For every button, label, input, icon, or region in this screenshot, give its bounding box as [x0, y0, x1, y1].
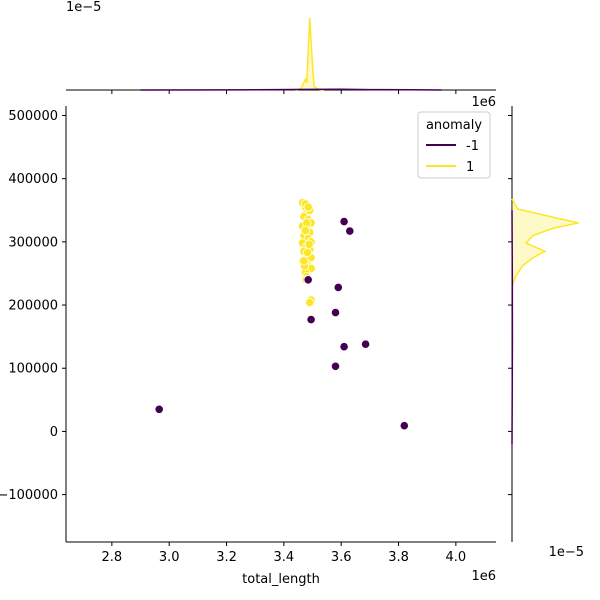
- y-tick-label: 300000: [8, 235, 58, 250]
- x-tick-label: 2.8: [102, 550, 123, 565]
- top-marginal-fill-1: [295, 18, 324, 90]
- x-tick-label: 3.6: [331, 550, 352, 565]
- scatter-point-anomaly: [399, 421, 409, 431]
- top-marginal-curve-1: [295, 17, 325, 91]
- scatter-point-normal: [305, 297, 315, 308]
- x-tick-label: 4.0: [446, 550, 467, 565]
- scatter-point-anomaly: [330, 361, 341, 371]
- right-marginal-fill-1: [512, 198, 579, 287]
- y-tick-label: 100000: [8, 362, 58, 377]
- scatter-point-anomaly: [345, 226, 355, 236]
- top-marginal-axes: [66, 17, 496, 94]
- x-tick-label: 3.8: [388, 550, 409, 565]
- top-marginal-offset-label: 1e−5: [66, 0, 101, 15]
- scatter-points: [154, 198, 409, 431]
- x-tick-label: 3.0: [159, 550, 180, 565]
- scatter-point-anomaly: [339, 342, 349, 352]
- scatter-point-normal: [304, 239, 314, 249]
- top-marginal-curve--1: [140, 88, 442, 91]
- x-axis-label: total_length: [242, 572, 320, 587]
- y-tick-label: 200000: [8, 299, 58, 314]
- scatter-point-normal: [299, 256, 309, 266]
- scatter-point-anomaly: [339, 217, 349, 227]
- legend-title: anomaly: [426, 118, 482, 133]
- x-offset-label: 1e6: [471, 569, 496, 584]
- right-marginal-axes: [508, 106, 579, 542]
- x-tick-label: 3.2: [216, 550, 237, 565]
- y-ticks: −100000 0 100000 200000 300000 400000 500000: [0, 109, 66, 503]
- scatter-point-anomaly: [303, 275, 313, 285]
- y-offset-label: 1e6: [471, 95, 496, 110]
- scatter-point-anomaly: [330, 307, 341, 318]
- scatter-point-anomaly: [306, 314, 316, 325]
- top-marginal-curves: [140, 17, 442, 91]
- legend: anomaly -1 1: [417, 111, 491, 179]
- y-tick-label: 500000: [8, 109, 58, 124]
- legend-label-neg1: -1: [466, 139, 479, 154]
- x-tick-label: 3.4: [274, 550, 295, 565]
- right-marginal-curves: [511, 198, 579, 445]
- scatter-point-anomaly: [360, 339, 371, 349]
- scatter-point-anomaly: [154, 404, 164, 414]
- scatter-point-anomaly: [333, 282, 343, 292]
- scatter-point-normal: [302, 218, 312, 228]
- y-tick-label: 0: [50, 425, 58, 440]
- scatter-point-normal: [300, 225, 310, 236]
- right-marginal-curve-1: [511, 198, 579, 287]
- x-ticks: 2.8 3.0 3.2 3.4 3.6 3.8 4.0: [102, 542, 467, 565]
- scatter-point-normal: [302, 248, 312, 258]
- y-tick-label: 400000: [8, 172, 58, 187]
- y-tick-label: −100000: [0, 488, 58, 503]
- right-marginal-offset-label: 1e−5: [549, 545, 584, 560]
- scatter-point-normal: [303, 202, 313, 212]
- legend-label-1: 1: [466, 160, 474, 175]
